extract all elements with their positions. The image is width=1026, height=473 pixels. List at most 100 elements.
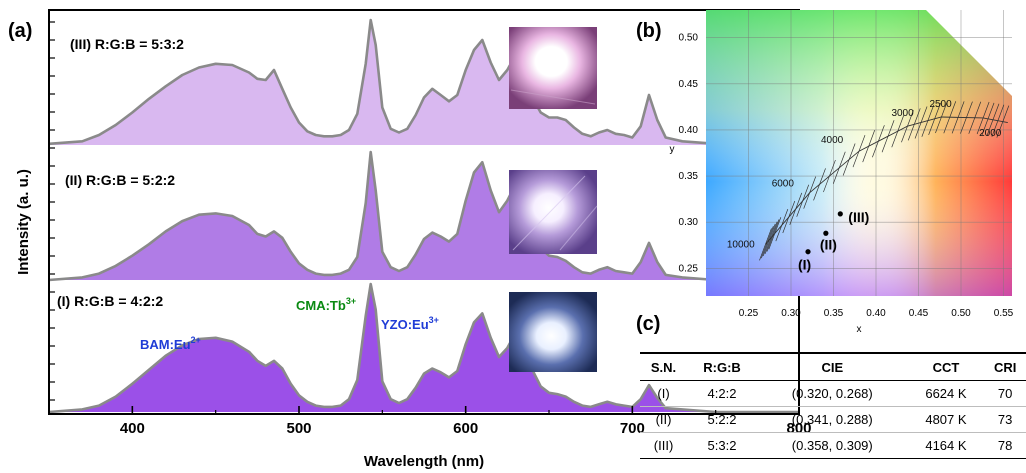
isotherm-line — [813, 168, 826, 201]
col-rgb: R:G:B — [703, 359, 741, 375]
spectrum-fill-1 — [49, 20, 799, 145]
cie-x-tick-label: 0.25 — [739, 308, 759, 319]
isotherm-line — [907, 108, 921, 141]
cell: (I) — [657, 386, 670, 401]
locus-curve — [765, 116, 1008, 245]
locus-cct-label: 6000 — [772, 179, 795, 190]
panel-b-label: (b) — [636, 20, 662, 42]
y-axis-label: Intensity (a. u.) — [15, 169, 32, 275]
panel-c-label: (c) — [636, 313, 660, 335]
cie-x-tick-label: 0.30 — [781, 308, 801, 319]
locus-cct-label: 4000 — [821, 135, 844, 146]
isotherm-line — [943, 101, 957, 134]
x-axis-label: Wavelength (nm) — [364, 453, 484, 470]
bam-eu-annotation: BAM:Eu2+ — [140, 335, 201, 352]
locus-cct-label: 2000 — [979, 128, 1002, 139]
isotherm-line — [852, 135, 866, 168]
cie-grid — [706, 10, 1012, 296]
cell: 5:3:2 — [707, 438, 737, 453]
col-sn: S.N. — [650, 359, 677, 375]
cell: (III) — [653, 438, 674, 453]
planckian-locus: 10000 6000 4000 3000 2500 2000 — [727, 99, 1010, 261]
isotherm-line — [862, 130, 876, 163]
isotherm-line — [960, 101, 973, 134]
x-tick-label: 400 — [120, 420, 145, 437]
series-label-III: (III) R:G:B = 5:3:2 — [70, 36, 184, 52]
cell: 70 — [997, 386, 1013, 401]
x-tick-label: 600 — [453, 420, 478, 437]
locus-cct-label: 10000 — [727, 239, 755, 250]
violet-lamp-photo — [509, 170, 598, 254]
isotherm-line — [761, 225, 774, 259]
cie-x-label: x — [857, 324, 862, 335]
isotherm-line — [921, 104, 935, 137]
outside-gamut-region — [926, 10, 1012, 96]
isotherm-line — [759, 228, 772, 261]
cie-y-tick-label: 0.35 — [679, 171, 699, 182]
col-cie: CIE — [821, 359, 844, 375]
yzo-eu-annotation: YZO:Eu3+ — [381, 315, 439, 332]
spectra-plot — [48, 9, 800, 415]
isotherm-line — [986, 103, 1000, 136]
cie-x-tick-label: 0.55 — [994, 308, 1014, 319]
isotherm-line — [823, 159, 836, 193]
cie-y-label: y — [670, 144, 675, 155]
spectrum-line-1 — [48, 18, 800, 147]
cie-point-label: (III) — [848, 209, 869, 225]
table-row: (III) 5:3:2 (0.358, 0.309) 4164 K 78 — [640, 433, 1026, 459]
spectrum-line-2 — [48, 150, 799, 282]
cie-x-tick-label: 0.40 — [866, 308, 886, 319]
cie-chromaticity-plot: 10000 6000 4000 3000 2500 2000 (I) (II) (III) 0… — [679, 10, 1014, 319]
isotherm-line — [976, 101, 990, 135]
cie-data-points: (I) (II) (III) — [798, 209, 869, 273]
table-row: (I) 4:2:2 (0.320, 0.268) 6624 K 70 — [640, 381, 1026, 407]
isotherm-line — [768, 217, 782, 250]
x-tick-label: 700 — [620, 420, 645, 437]
isotherm-line — [766, 219, 780, 252]
cie-point-label: (I) — [798, 257, 811, 273]
table-row: (II) 5:2:2 (0.341, 0.288) 4807 K 73 — [640, 407, 1026, 433]
cie-y-tick-label: 0.45 — [679, 79, 699, 90]
isotherm-line — [951, 101, 965, 134]
cie-x-tick-label: 0.50 — [951, 308, 971, 319]
isotherm-line — [935, 100, 948, 134]
cie-y-tick-label: 0.30 — [679, 217, 699, 228]
cell: 73 — [997, 412, 1013, 427]
isotherm-line — [891, 115, 905, 148]
isotherm-line — [872, 125, 885, 158]
isotherm-line — [968, 101, 982, 134]
isotherm-line — [782, 200, 796, 234]
cie-y-tick-label: 0.50 — [679, 33, 699, 44]
isotherm-line — [991, 104, 1005, 137]
cie-x-tick-label: 0.45 — [909, 308, 929, 319]
cell: (0.320, 0.268) — [791, 386, 873, 401]
isotherm-line — [914, 106, 928, 139]
cell: 4164 K — [925, 438, 967, 453]
cie-axis-ticks: 0.25 0.30 0.35 0.40 0.45 0.50 0.55 0.25 0.30 0.35… — [679, 33, 1014, 319]
cma-tb-annotation: CMA:Tb3+ — [296, 296, 356, 313]
cie-y-tick-label: 0.25 — [679, 263, 699, 274]
x-tick-label: 500 — [286, 420, 311, 437]
isotherm-line — [842, 143, 856, 176]
cell: 4807 K — [925, 412, 967, 427]
x-axis-ticks: 400 500 600 700 800 — [48, 406, 812, 437]
blue-white-lamp-photo — [509, 292, 597, 372]
isotherm-line — [764, 221, 778, 254]
col-cri: CRI — [993, 359, 1017, 375]
x-tick-label: 800 — [786, 420, 811, 437]
isotherm-line — [796, 184, 810, 217]
cie-point — [805, 249, 811, 255]
cell: (0.341, 0.288) — [791, 412, 873, 427]
isotherm-line — [803, 176, 817, 209]
isotherm-line — [928, 102, 941, 135]
col-cct: CCT — [932, 359, 960, 375]
spectrum-fill-2 — [49, 152, 799, 280]
cell: (II) — [655, 412, 672, 427]
spectrum-line-3 — [48, 282, 799, 414]
isotherm-line — [762, 223, 776, 257]
table-header-row: S.N. R:G:B CIE CCT CRI — [640, 353, 1026, 381]
pinkish-lamp-photo — [509, 27, 597, 109]
cie-y-tick-label: 0.40 — [679, 125, 699, 136]
cell: 6624 K — [925, 386, 967, 401]
